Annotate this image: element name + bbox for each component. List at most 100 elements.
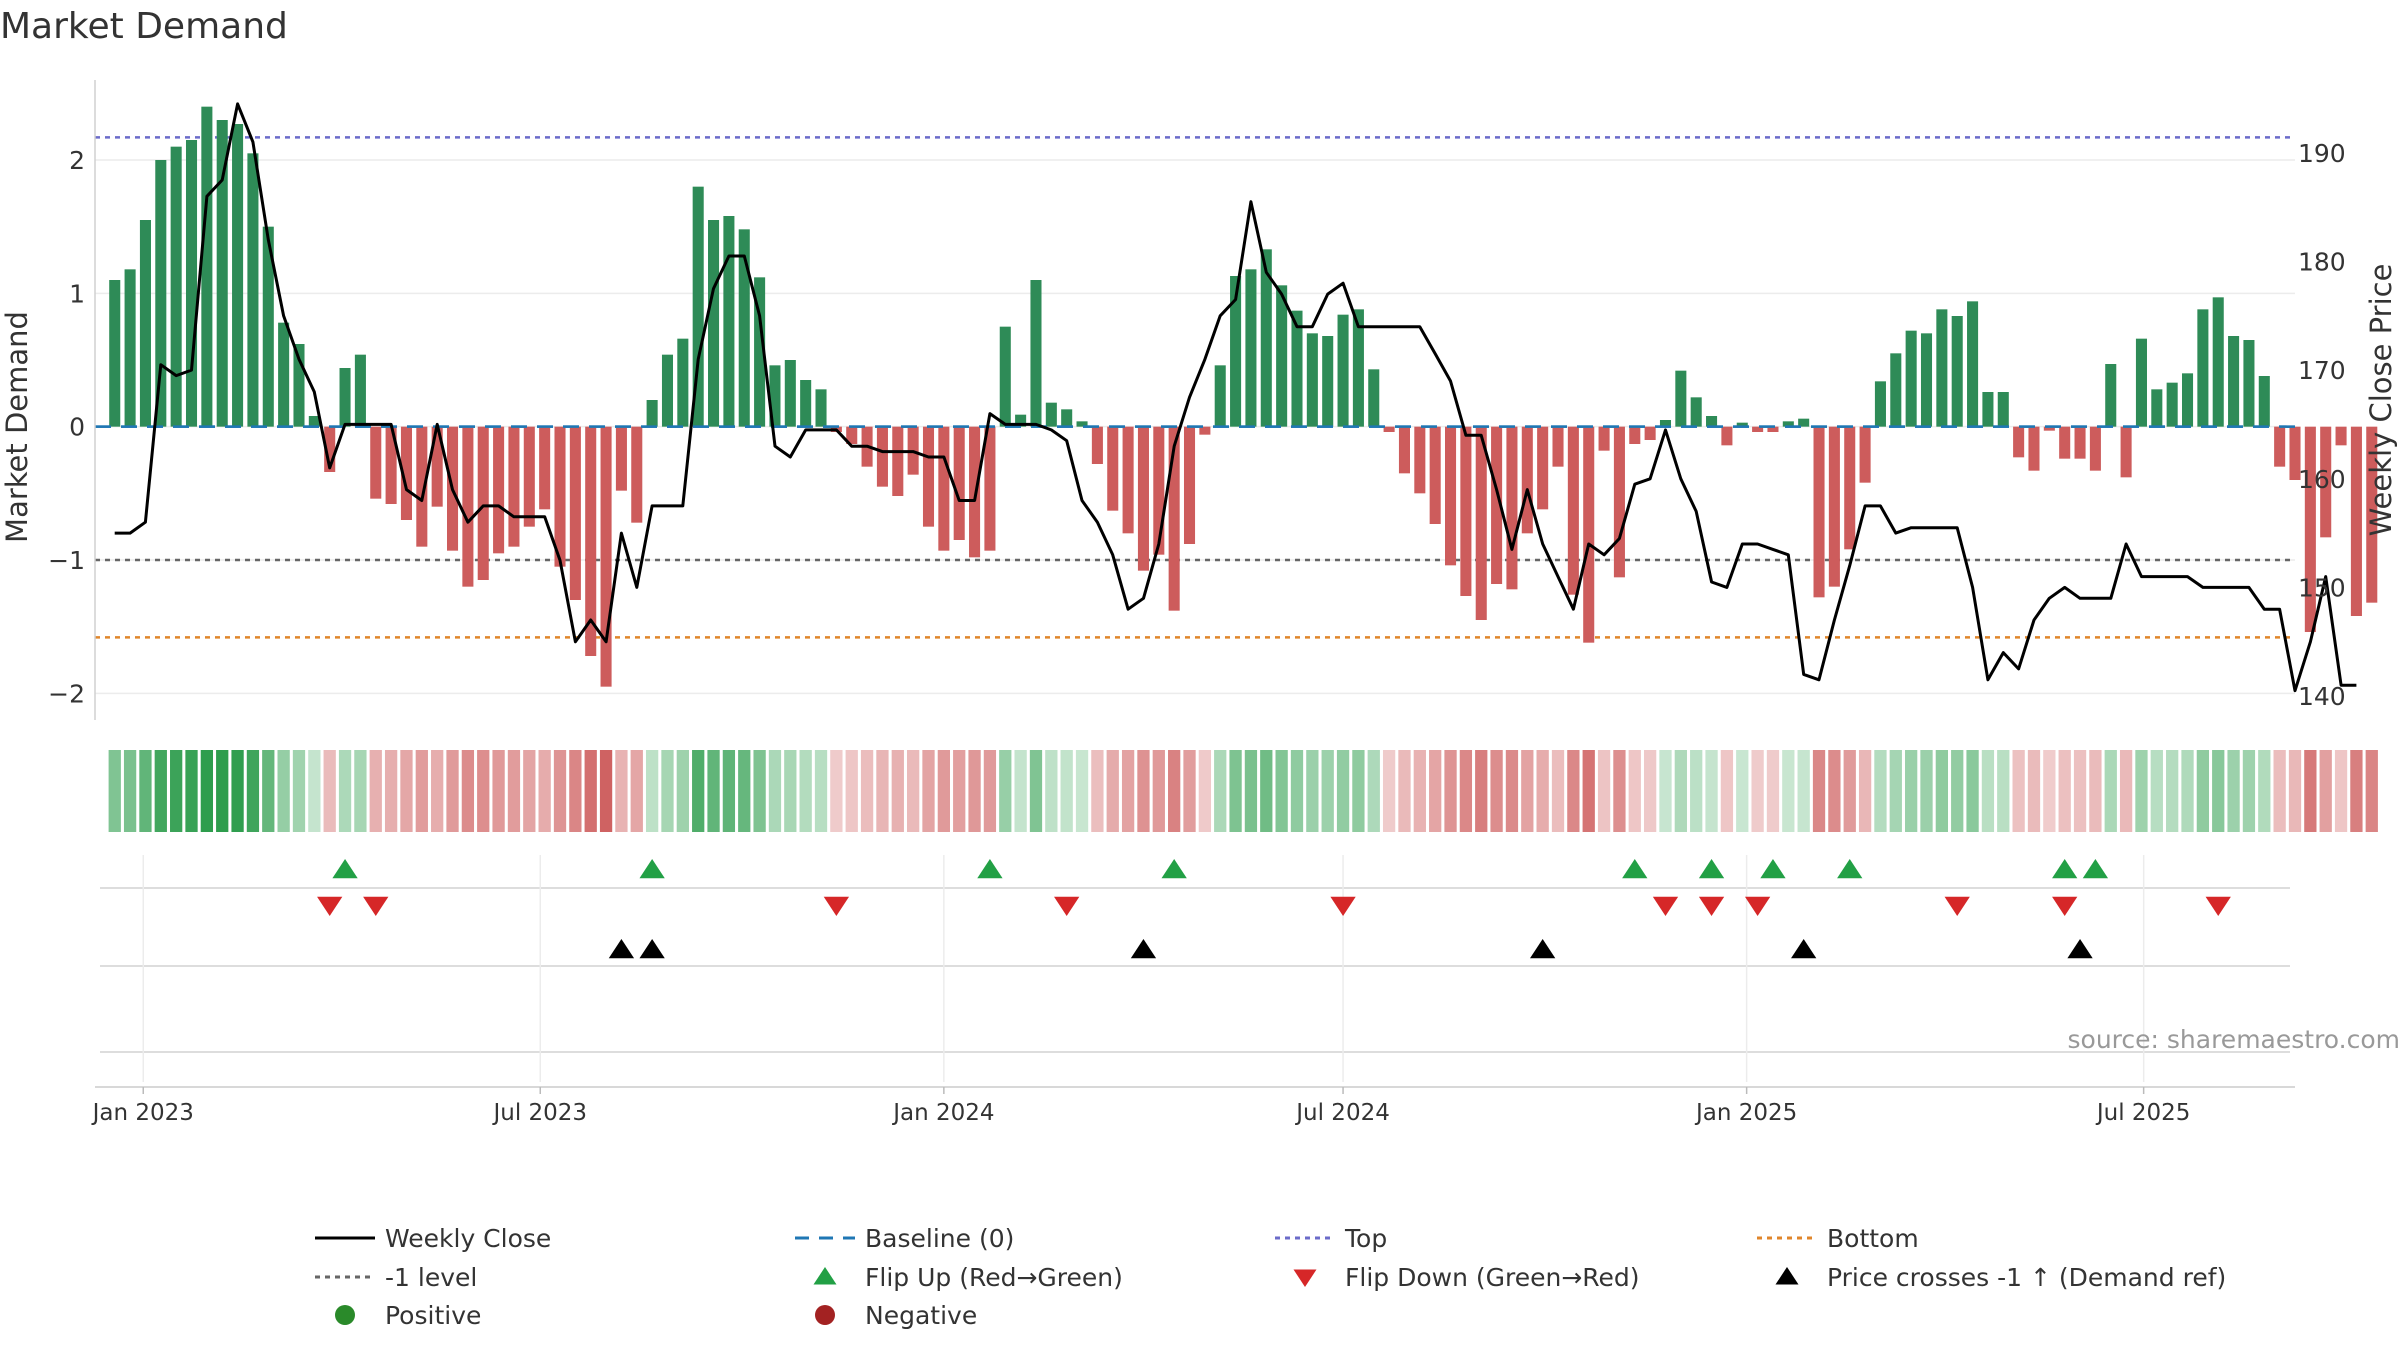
heat-cell xyxy=(891,750,904,832)
heat-cell xyxy=(108,750,121,832)
x-tick-label: Jul 2023 xyxy=(491,1100,587,1126)
heat-cell xyxy=(1674,750,1687,832)
heat-cell xyxy=(2073,750,2087,832)
demand-bar xyxy=(800,380,812,427)
demand-bar xyxy=(155,160,167,427)
y-tick-label: 0 xyxy=(69,413,85,442)
price-cross-marker xyxy=(1530,939,1556,959)
demand-bar xyxy=(1659,420,1672,427)
heat-cell xyxy=(1198,750,1212,832)
heat-cell xyxy=(1045,750,1058,832)
heat-cell xyxy=(2288,750,2302,832)
demand-bar xyxy=(953,426,965,540)
legend-label: Negative xyxy=(865,1301,977,1330)
chart-axes: −2 −1 0 1 2 140 150 160 170 180 190 Jan 2023 Jul 202… xyxy=(48,80,2346,1126)
heat-cell xyxy=(446,750,459,832)
legend-item: Bottom xyxy=(1757,1224,1919,1253)
heat-cell xyxy=(492,750,505,832)
demand-bar xyxy=(1491,426,1503,584)
heat-cell xyxy=(2089,750,2102,832)
heat-cell xyxy=(1106,750,1119,832)
legend-swatch xyxy=(813,1267,837,1285)
demand-bar xyxy=(1137,426,1149,571)
demand-bar xyxy=(462,426,474,587)
heat-cell xyxy=(292,750,306,832)
heat-cell xyxy=(1551,750,1565,832)
heat-cell xyxy=(1075,750,1089,832)
heat-cell xyxy=(1152,750,1165,832)
heat-cell xyxy=(784,750,797,832)
y2-tick-label: 180 xyxy=(2298,247,2346,276)
demand-bar xyxy=(738,229,750,427)
demand-bar xyxy=(1445,426,1457,566)
heat-cell xyxy=(1214,750,1227,832)
demand-bar xyxy=(784,360,796,427)
x-tick-label: Jan 2025 xyxy=(1694,1100,1797,1126)
demand-bar xyxy=(124,269,136,427)
demand-bar xyxy=(539,426,551,510)
heat-cell xyxy=(2304,750,2317,832)
heat-cell xyxy=(599,750,613,832)
heat-cell xyxy=(2227,750,2240,832)
heat-cell xyxy=(1536,750,1549,832)
demand-bar xyxy=(262,226,274,427)
demand-bar xyxy=(1230,276,1242,427)
heat-cell xyxy=(860,750,874,832)
heat-cell xyxy=(2350,750,2363,832)
demand-bar xyxy=(999,326,1011,427)
x-tick-label: Jul 2024 xyxy=(1294,1100,1390,1126)
demand-bar xyxy=(1598,426,1610,451)
heat-cell xyxy=(1920,750,1933,832)
legend-label: Weekly Close xyxy=(385,1224,551,1253)
demand-bar xyxy=(1460,426,1472,596)
heat-cell xyxy=(1889,750,1902,832)
demand-bar xyxy=(1644,426,1656,440)
demand-bar xyxy=(1629,426,1641,444)
y-tick-label: 1 xyxy=(69,279,85,308)
heat-cell xyxy=(584,750,597,832)
heat-cell xyxy=(615,750,628,832)
demand-bar xyxy=(938,426,950,551)
flip-down-marker xyxy=(2052,896,2078,916)
y2-tick-label: 140 xyxy=(2298,682,2346,711)
flip-up-marker xyxy=(1161,859,1187,879)
demand-bar xyxy=(278,322,290,427)
demand-bar xyxy=(1414,426,1426,494)
heat-cell xyxy=(1705,750,1718,832)
heat-cell xyxy=(2043,750,2056,832)
demand-bar xyxy=(1721,426,1733,446)
demand-bar xyxy=(1107,426,1119,511)
heat-cell xyxy=(922,750,935,832)
flip-up-marker xyxy=(1698,859,1725,879)
heat-cell xyxy=(1367,750,1380,832)
heat-cell xyxy=(1260,750,1273,832)
heat-cell xyxy=(768,750,782,832)
heat-cell xyxy=(523,750,536,832)
heat-cell xyxy=(1797,750,1810,832)
price-cross-marker xyxy=(608,939,635,959)
legend-label: Flip Down (Green→Red) xyxy=(1345,1263,1640,1292)
flip-down-marker xyxy=(1698,896,1725,916)
legend-item: Flip Up (Red→Green) xyxy=(813,1263,1123,1292)
legend-swatch xyxy=(815,1305,835,1325)
heat-cell xyxy=(1244,750,1258,832)
heat-cell xyxy=(123,750,137,832)
heat-cell xyxy=(676,750,689,832)
heat-cell xyxy=(983,750,997,832)
flip-down-marker xyxy=(1944,896,1970,916)
heat-cell xyxy=(753,750,766,832)
demand-bar xyxy=(1583,426,1595,643)
flip-up-marker xyxy=(332,859,358,879)
legend-label: Bottom xyxy=(1827,1224,1919,1253)
heat-cell xyxy=(1951,750,1964,832)
heat-cell xyxy=(738,750,751,832)
demand-bar xyxy=(1890,353,1902,427)
heat-cell xyxy=(1183,750,1196,832)
demand-bar xyxy=(2289,426,2301,480)
heat-cell xyxy=(216,750,229,832)
heat-cell xyxy=(400,750,413,832)
heat-cell xyxy=(1858,750,1872,832)
heat-cell xyxy=(2181,750,2194,832)
demand-bar xyxy=(2120,426,2132,478)
